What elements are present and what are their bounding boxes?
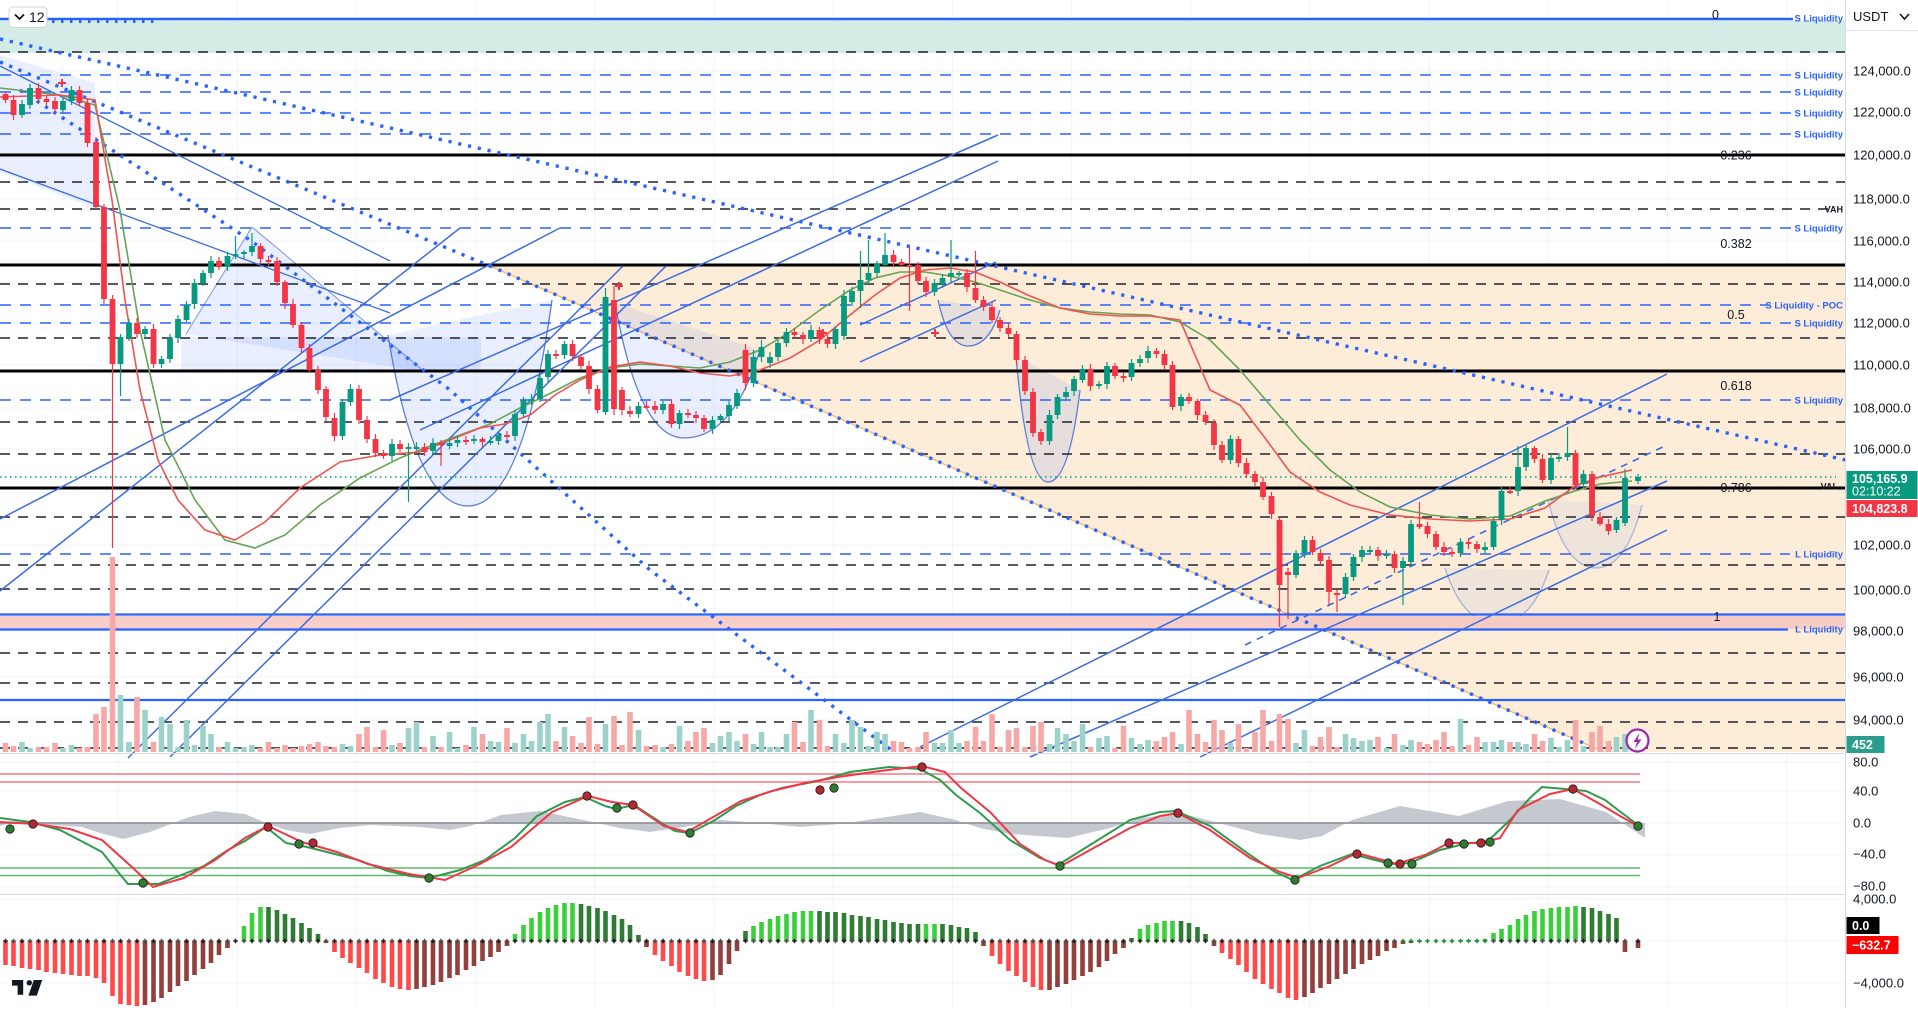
svg-text:1: 1 <box>1714 610 1721 624</box>
svg-text:0.5: 0.5 <box>1727 308 1744 322</box>
svg-text:−4,000.0: −4,000.0 <box>1853 976 1904 991</box>
svg-text:112,000.0: 112,000.0 <box>1853 316 1910 331</box>
svg-text:96,000.0: 96,000.0 <box>1853 670 1904 685</box>
svg-text:USDT: USDT <box>1853 9 1888 24</box>
svg-text:40.0: 40.0 <box>1853 784 1878 799</box>
svg-text:98,000.0: 98,000.0 <box>1853 624 1904 639</box>
svg-text:122,000.0: 122,000.0 <box>1853 105 1911 120</box>
svg-text:L Liquidity: L Liquidity <box>1795 550 1844 561</box>
svg-text:S Liquidity: S Liquidity <box>1794 14 1843 25</box>
svg-text:S Liquidity: S Liquidity <box>1794 319 1843 330</box>
svg-text:−80.0: −80.0 <box>1853 879 1886 894</box>
svg-text:124,000.0: 124,000.0 <box>1853 64 1911 79</box>
svg-text:S Liquidity: S Liquidity <box>1794 71 1843 82</box>
svg-text:0.0: 0.0 <box>1853 816 1871 831</box>
svg-text:S Liquidity: S Liquidity <box>1794 130 1843 141</box>
svg-text:108,000.0: 108,000.0 <box>1853 401 1911 416</box>
svg-text:100,000.0: 100,000.0 <box>1853 583 1911 598</box>
svg-text:104,823.8: 104,823.8 <box>1852 502 1908 516</box>
svg-text:0.786: 0.786 <box>1720 481 1751 495</box>
svg-text:106,000.0: 106,000.0 <box>1853 442 1911 457</box>
svg-text:4,000.0: 4,000.0 <box>1853 892 1896 907</box>
svg-text:L Liquidity: L Liquidity <box>1795 625 1844 636</box>
svg-text:118,000.0: 118,000.0 <box>1853 192 1910 207</box>
svg-text:116,000.0: 116,000.0 <box>1853 234 1910 249</box>
svg-text:0.236: 0.236 <box>1720 149 1751 163</box>
svg-text:120,000.0: 120,000.0 <box>1853 148 1911 163</box>
svg-text:0: 0 <box>1712 8 1719 22</box>
svg-text:VAL: VAL <box>1821 482 1839 492</box>
svg-text:−40.0: −40.0 <box>1853 847 1886 862</box>
svg-text:0.382: 0.382 <box>1720 237 1751 251</box>
svg-text:102,000.0: 102,000.0 <box>1853 538 1911 553</box>
svg-text:−632.7: −632.7 <box>1852 939 1891 953</box>
svg-text:02:10:22: 02:10:22 <box>1852 485 1901 499</box>
svg-text:0.618: 0.618 <box>1720 379 1751 393</box>
svg-text:12: 12 <box>29 9 45 25</box>
svg-text:VAH: VAH <box>1825 205 1843 215</box>
svg-text:110,000.0: 110,000.0 <box>1853 358 1910 373</box>
svg-text:0.0: 0.0 <box>1852 919 1869 933</box>
svg-text:94,000.0: 94,000.0 <box>1853 713 1904 728</box>
svg-text:80.0: 80.0 <box>1853 755 1878 770</box>
svg-text:S Liquidity: S Liquidity <box>1794 88 1843 99</box>
svg-text:S Liquidity: S Liquidity <box>1794 396 1843 407</box>
svg-text:114,000.0: 114,000.0 <box>1853 275 1910 290</box>
svg-text:S Liquidity: S Liquidity <box>1794 224 1843 235</box>
svg-text:S Liquidity - POC: S Liquidity - POC <box>1765 301 1843 312</box>
svg-text:452: 452 <box>1852 738 1873 752</box>
svg-text:S Liquidity: S Liquidity <box>1794 109 1843 120</box>
